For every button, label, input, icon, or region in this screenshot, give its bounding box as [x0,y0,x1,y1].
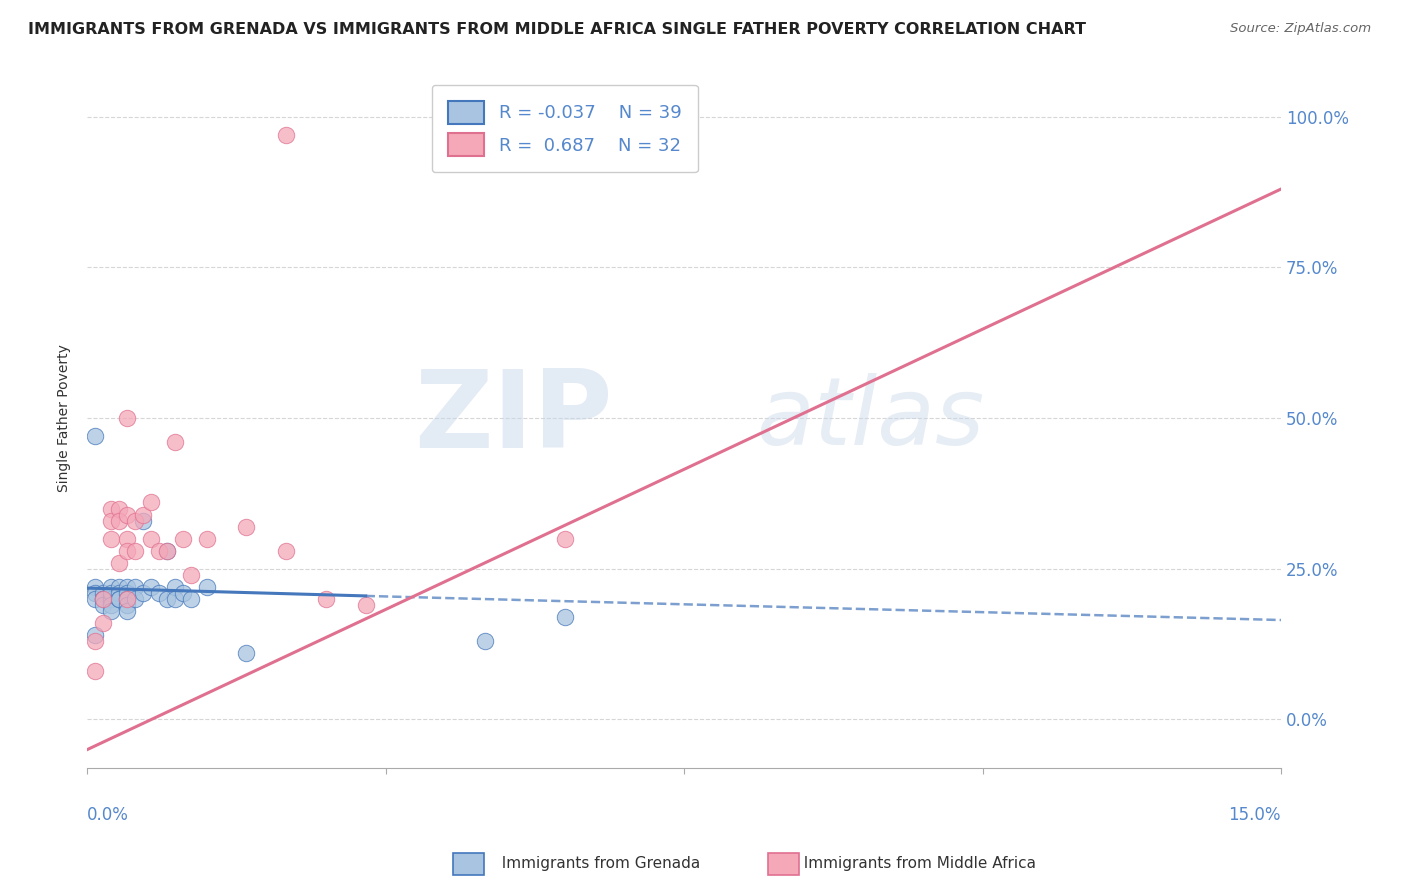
Point [84,628,107,642]
Text: atlas: atlas [755,373,984,464]
Point [100,591,122,606]
Point [274,543,297,558]
Point [84,429,107,443]
Point [115,604,138,618]
Point [91,591,114,606]
Text: Immigrants from Middle Africa: Immigrants from Middle Africa [794,856,1036,871]
Point [195,532,218,546]
Point [132,586,155,600]
Point [124,514,146,528]
Text: 0.0%: 0.0% [87,806,129,824]
Point [139,580,162,594]
Point [108,501,131,516]
Point [115,580,138,594]
Point [100,586,122,600]
Point [172,532,194,546]
Point [100,501,122,516]
Point [115,598,138,612]
Point [139,532,162,546]
Point [100,514,122,528]
Point [84,580,107,594]
Point [132,508,155,522]
Point [115,532,138,546]
Text: ZIP: ZIP [413,365,613,471]
Point [91,598,114,612]
Point [115,508,138,522]
Point [354,598,377,612]
Point [195,580,218,594]
Point [156,543,179,558]
Point [163,580,186,594]
Point [108,514,131,528]
Point [115,591,138,606]
Point [156,543,179,558]
Point [108,556,131,570]
Text: Immigrants from Grenada: Immigrants from Grenada [492,856,700,871]
Point [108,586,131,600]
Point [163,435,186,450]
Point [91,591,114,606]
Point [148,543,170,558]
Point [100,580,122,594]
Point [108,591,131,606]
Point [91,591,114,606]
Point [115,586,138,600]
Point [315,591,337,606]
Legend: R = -0.037    N = 39, R =  0.687    N = 32: R = -0.037 N = 39, R = 0.687 N = 32 [432,85,697,172]
Point [100,598,122,612]
Point [84,665,107,679]
Point [91,615,114,630]
Point [115,543,138,558]
Point [235,646,257,660]
Text: Source: ZipAtlas.com: Source: ZipAtlas.com [1230,22,1371,36]
Point [180,567,202,582]
Point [163,591,186,606]
Point [474,634,496,648]
Point [124,543,146,558]
Point [84,586,107,600]
Point [274,128,297,142]
Point [139,495,162,509]
Point [124,580,146,594]
Point [554,610,576,624]
Point [235,519,257,533]
Point [84,634,107,648]
Point [132,514,155,528]
Text: 15.0%: 15.0% [1229,806,1281,824]
Text: IMMIGRANTS FROM GRENADA VS IMMIGRANTS FROM MIDDLE AFRICA SINGLE FATHER POVERTY C: IMMIGRANTS FROM GRENADA VS IMMIGRANTS FR… [28,22,1085,37]
Point [554,532,576,546]
Point [100,532,122,546]
Point [115,411,138,425]
Point [108,591,131,606]
Point [148,586,170,600]
Point [180,591,202,606]
Point [91,586,114,600]
Point [124,591,146,606]
Point [100,604,122,618]
Point [108,580,131,594]
Point [172,586,194,600]
Point [84,591,107,606]
Point [115,591,138,606]
Y-axis label: Single Father Poverty: Single Father Poverty [58,344,72,492]
Point [156,591,179,606]
